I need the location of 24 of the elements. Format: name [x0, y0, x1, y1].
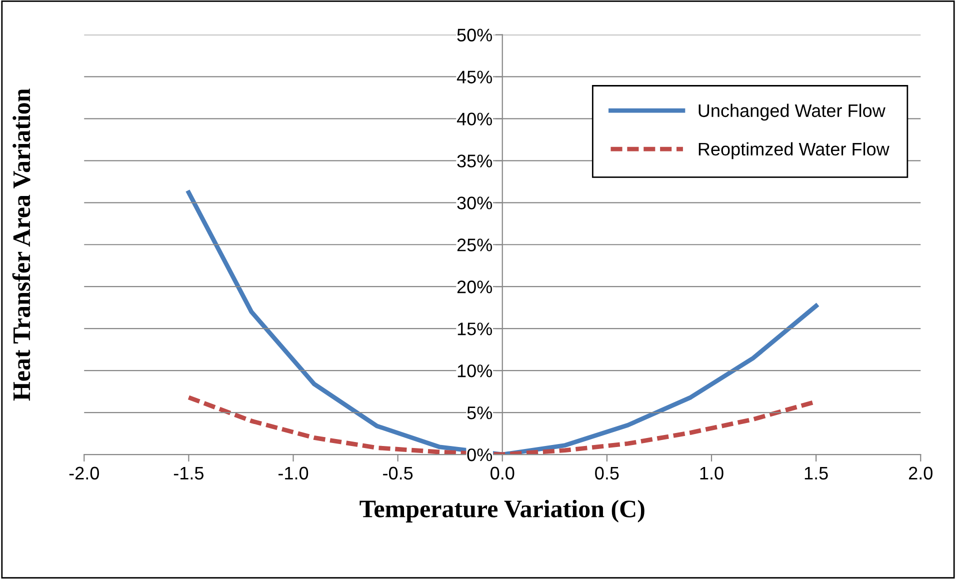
y-tick-label: 45%: [456, 70, 492, 84]
x-tick-label: -1.5: [174, 466, 204, 480]
y-tick-label: 0%: [467, 448, 492, 462]
x-tick-label: 1.0: [700, 466, 724, 480]
y-tick-label: 40%: [456, 112, 492, 126]
x-axis-title: Temperature Variation (C): [360, 500, 644, 522]
x-tick-label: 1.5: [804, 466, 828, 480]
y-tick-label: 15%: [458, 322, 492, 336]
x-tick-label: 2.0: [908, 466, 932, 480]
y-tick-label: 25%: [457, 238, 492, 252]
y-tick-label: 5%: [467, 406, 492, 420]
y-axis-title: Heat Transfer Area Variation: [12, 88, 30, 401]
y-tick-label: 35%: [457, 154, 492, 168]
y-tick-label: 50%: [457, 28, 492, 42]
x-tick-label: -0.5: [383, 466, 413, 480]
y-tick-label: 10%: [458, 364, 492, 378]
y-tick-label: 20%: [457, 280, 492, 294]
x-tick-label: -2.0: [69, 466, 99, 480]
x-tick-label: 0.5: [595, 466, 619, 480]
x-tick-label: -1.0: [278, 466, 308, 480]
y-tick-label: 30%: [457, 196, 492, 210]
legend-label: Reoptimzed Water Flow: [698, 142, 890, 160]
x-tick-label: 0.0: [490, 466, 514, 480]
legend-label: Unchanged Water Flow: [698, 104, 886, 121]
